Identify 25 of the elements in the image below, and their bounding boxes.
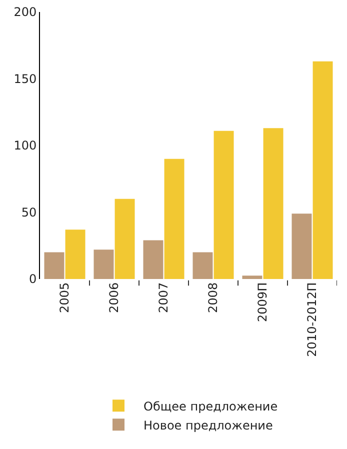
- bar: [44, 252, 64, 279]
- y-tick-label: 0: [28, 272, 37, 286]
- legend-label: Общее предложение: [144, 399, 278, 414]
- bar: [192, 252, 213, 279]
- x-tick-label: 2007: [156, 282, 171, 313]
- y-tick-label: 50: [21, 205, 37, 220]
- bar: [242, 276, 262, 279]
- legend-label: Новое предложение: [144, 418, 273, 432]
- y-tick-label: 150: [14, 72, 37, 86]
- bar: [164, 158, 184, 279]
- y-tick-label: 200: [14, 5, 37, 20]
- bar: [114, 198, 135, 279]
- bar: [312, 61, 333, 279]
- x-tick-label: 2010-2012П: [305, 282, 320, 357]
- x-tick-label: 2006: [107, 282, 122, 313]
- bar: [214, 130, 234, 279]
- bar: [263, 128, 284, 279]
- bar: [65, 230, 86, 279]
- bar: [292, 214, 312, 279]
- x-tick-label: 2005: [58, 282, 72, 313]
- bar: [94, 250, 114, 279]
- y-tick-label: 100: [14, 138, 37, 153]
- x-tick-label: 2008: [206, 282, 220, 313]
- x-tick-label: 2009П: [256, 282, 270, 322]
- bar: [143, 240, 164, 279]
